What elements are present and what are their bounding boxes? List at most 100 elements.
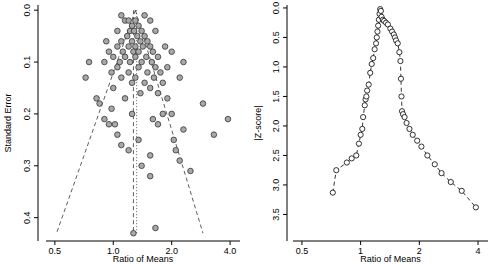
data-point xyxy=(366,82,371,87)
data-point xyxy=(136,137,142,143)
data-point xyxy=(127,59,133,65)
data-point xyxy=(368,70,373,75)
panel: 0.51240.00.51.01.52.02.53.03.5Ratio of M… xyxy=(253,2,488,264)
data-point xyxy=(119,142,125,148)
data-point xyxy=(106,49,112,55)
x-tick-label: 0.5 xyxy=(49,246,62,256)
data-point xyxy=(158,70,164,76)
data-point xyxy=(155,54,161,60)
data-point xyxy=(155,121,161,127)
data-point xyxy=(177,75,183,81)
data-point xyxy=(369,61,374,66)
data-point xyxy=(149,59,155,65)
data-point xyxy=(402,115,407,120)
data-point xyxy=(147,173,153,179)
data-point xyxy=(129,80,135,86)
y-axis-title: |Z-score| xyxy=(253,105,263,140)
y-tick xyxy=(283,125,287,126)
y-tick-label: 1.0 xyxy=(271,61,281,74)
data-point xyxy=(139,28,145,34)
data-point xyxy=(374,35,379,40)
data-point xyxy=(109,106,115,112)
data-point xyxy=(153,225,159,231)
y-tick-label: 2.5 xyxy=(271,149,281,162)
y-tick xyxy=(283,96,287,97)
data-point xyxy=(150,49,156,55)
data-point xyxy=(139,59,145,65)
data-point xyxy=(144,54,150,60)
data-point xyxy=(419,144,424,149)
data-point xyxy=(115,44,121,50)
data-point xyxy=(356,141,361,146)
data-point xyxy=(200,101,206,107)
data-point xyxy=(122,96,128,102)
y-axis xyxy=(38,5,39,241)
data-point xyxy=(147,153,153,159)
data-point xyxy=(169,111,175,117)
data-point xyxy=(110,85,116,91)
data-point xyxy=(115,28,121,34)
data-point xyxy=(375,29,380,34)
data-point xyxy=(376,23,381,28)
y-tick-label: 0.0 xyxy=(22,4,32,17)
x-tick xyxy=(301,241,302,245)
data-point xyxy=(397,50,402,55)
x-tick xyxy=(230,241,231,245)
data-point xyxy=(126,18,132,24)
data-point xyxy=(432,162,437,167)
data-point xyxy=(395,41,400,46)
y-tick-label: 0.5 xyxy=(271,31,281,44)
data-point xyxy=(459,188,464,193)
y-tick xyxy=(283,214,287,215)
data-point xyxy=(133,18,139,24)
reference-line xyxy=(135,10,203,233)
y-tick-label: 3.5 xyxy=(271,208,281,221)
data-point xyxy=(147,85,153,91)
data-point xyxy=(425,153,430,158)
data-point xyxy=(407,126,412,131)
data-point xyxy=(119,39,125,45)
y-axis-title: Standard Error xyxy=(3,93,13,152)
data-point xyxy=(439,171,444,176)
data-point xyxy=(97,101,103,107)
data-point xyxy=(142,13,148,19)
data-point xyxy=(122,54,128,60)
data-point xyxy=(138,90,144,96)
y-tick xyxy=(34,10,38,11)
y-tick xyxy=(34,217,38,218)
data-point xyxy=(109,70,115,76)
y-tick-label: 0.2 xyxy=(22,108,32,121)
reference-line xyxy=(57,10,136,233)
data-point xyxy=(129,23,135,29)
data-point xyxy=(372,47,377,52)
data-point xyxy=(177,158,183,164)
data-point xyxy=(362,103,367,108)
data-point xyxy=(131,28,137,34)
data-point xyxy=(112,121,118,127)
data-point xyxy=(129,39,135,45)
data-point xyxy=(171,137,177,143)
x-tick-label: 4.0 xyxy=(224,246,237,256)
x-axis-title: Ratio of Means xyxy=(360,254,421,264)
data-point xyxy=(415,138,420,143)
x-tick-label: 0.5 xyxy=(296,246,309,256)
data-point xyxy=(124,33,130,39)
data-point xyxy=(133,54,139,60)
y-tick xyxy=(283,184,287,185)
data-point xyxy=(361,115,366,120)
x-tick-label: 4 xyxy=(476,246,481,256)
data-point xyxy=(173,147,179,153)
y-tick xyxy=(283,37,287,38)
data-point xyxy=(103,39,109,45)
data-point xyxy=(181,59,187,65)
data-point xyxy=(211,132,217,138)
data-point xyxy=(373,41,378,46)
x-tick xyxy=(360,241,361,245)
data-point xyxy=(126,147,132,153)
x-tick xyxy=(113,241,114,245)
data-point xyxy=(142,33,148,39)
data-point xyxy=(133,44,139,50)
data-point xyxy=(117,59,123,65)
data-point xyxy=(102,116,108,122)
data-point xyxy=(131,230,137,236)
